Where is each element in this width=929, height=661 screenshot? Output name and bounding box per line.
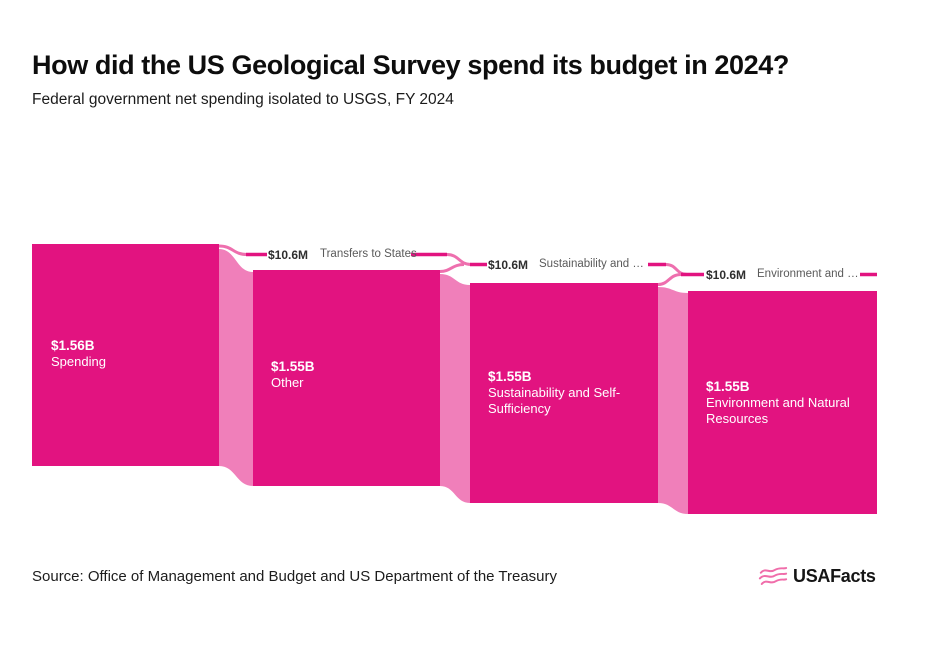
callout-value-3: $10.6M [706, 268, 747, 282]
ribbon-peel-1 [218, 244, 248, 256]
block-value: $1.55B [706, 379, 750, 394]
callout-category-3: Environment and … [757, 268, 859, 280]
flow-connector-2 [440, 274, 470, 503]
ribbon-drop-1 [446, 253, 472, 266]
callout-value-2: $10.6M [488, 258, 529, 272]
block-label-other: $1.55B Other [271, 359, 421, 391]
usafacts-flag-icon [758, 567, 788, 585]
block-label-environment: $1.55B Environment and Natural Resources [706, 379, 884, 427]
block-label-sustainability: $1.55B Sustainability and Self-Sufficien… [488, 369, 658, 417]
block-label-spending: $1.56B Spending [51, 338, 201, 370]
block-environment[interactable] [688, 291, 877, 514]
block-name: Other [271, 375, 304, 390]
callout-category-2: Sustainability and … [539, 258, 644, 270]
block-spending[interactable] [32, 244, 219, 466]
callout-category-1: Transfers to States [320, 248, 417, 260]
callout-value-1: $10.6M [268, 248, 309, 262]
flow-connector-3 [658, 287, 688, 514]
block-name: Sustainability and Self-Sufficiency [488, 385, 621, 416]
source-citation: Source: Office of Management and Budget … [32, 568, 558, 585]
page-title: How did the US Geological Survey spend i… [32, 50, 789, 80]
block-value: $1.55B [488, 369, 532, 384]
flow-connector-1 [219, 249, 253, 486]
ribbon-peel-3 [657, 273, 682, 286]
ribbon-peel-2 [439, 263, 465, 273]
block-other[interactable] [253, 270, 440, 486]
page-subtitle: Federal government net spending isolated… [32, 91, 454, 108]
usafacts-wordmark: USAFacts [793, 566, 876, 586]
block-value: $1.56B [51, 338, 95, 353]
block-value: $1.55B [271, 359, 315, 374]
usafacts-logo[interactable]: USAFacts [758, 564, 876, 589]
block-sustainability[interactable] [470, 283, 658, 503]
block-name: Spending [51, 354, 106, 369]
block-name: Environment and Natural Resources [706, 395, 850, 426]
